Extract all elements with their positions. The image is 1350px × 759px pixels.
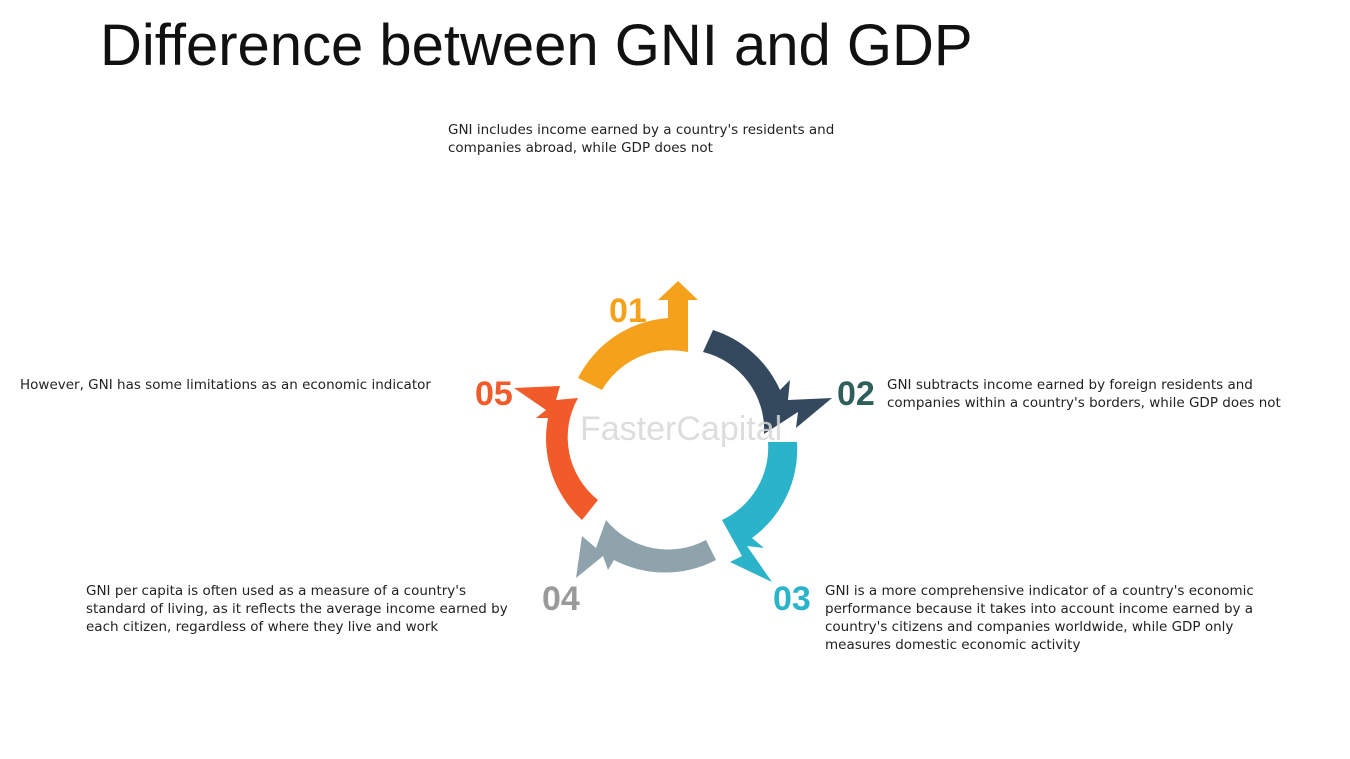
step-text-05: However, GNI has some limitations as an …: [20, 377, 431, 393]
step-text-02: GNI subtracts income earned by foreign r…: [887, 377, 1281, 411]
arrow-segment-04: [576, 520, 716, 578]
arrow-segment-05: [514, 386, 598, 520]
step-text-04: GNI per capita is often used as a measur…: [86, 583, 508, 635]
step-number-04: 04: [542, 580, 580, 618]
watermark: FasterCapital: [580, 410, 783, 448]
arrow-segment-03: [722, 442, 798, 582]
step-number-03: 03: [773, 580, 811, 618]
step-number-01: 01: [609, 292, 647, 330]
page-title: Difference between GNI and GDP: [100, 13, 973, 78]
step-number-05: 05: [475, 375, 513, 413]
step-number-02: 02: [837, 375, 875, 413]
arrow-segment-01: [578, 281, 698, 390]
step-text-03: GNI is a more comprehensive indicator of…: [825, 583, 1254, 653]
arrow-segment-02: [703, 330, 832, 434]
step-text-01: GNI includes income earned by a country'…: [448, 122, 835, 156]
